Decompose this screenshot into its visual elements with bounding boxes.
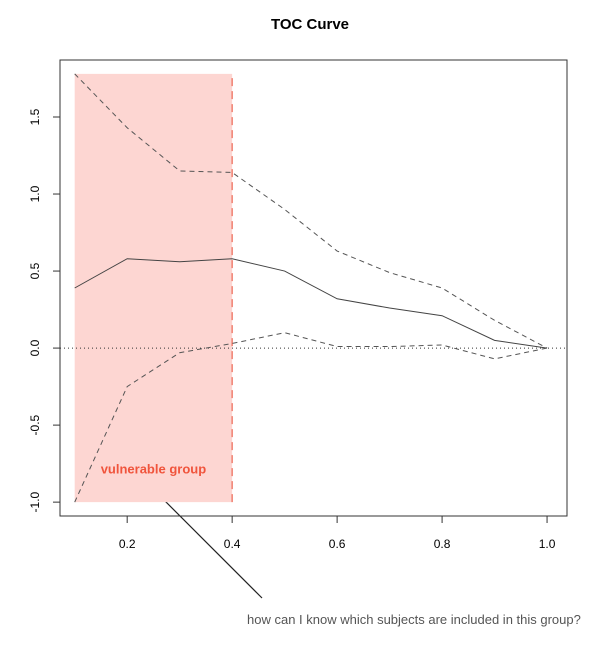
x-tick-label: 0.8	[434, 537, 451, 551]
y-tick-label: 0.5	[28, 262, 42, 279]
y-tick-label: 0.0	[28, 339, 42, 356]
x-tick-label: 0.4	[224, 537, 241, 551]
y-tick-label: -0.5	[28, 414, 42, 435]
y-tick-label: 1.5	[28, 108, 42, 125]
highlight-label: vulnerable group	[101, 461, 207, 476]
series-line	[74, 258, 548, 349]
y-tick-label: 1.0	[28, 185, 42, 202]
chart-title: TOC Curve	[271, 16, 349, 33]
highlight-region	[74, 73, 233, 503]
plot-frame	[59, 59, 568, 517]
note: how can I know which subjects are includ…	[247, 612, 581, 627]
arrow	[153, 489, 263, 599]
x-tick-label: 0.6	[329, 537, 346, 551]
x-tick-label: 1.0	[539, 537, 556, 551]
x-tick-label: 0.2	[119, 537, 136, 551]
y-tick-label: -1.0	[28, 491, 42, 512]
series-line	[74, 73, 548, 349]
